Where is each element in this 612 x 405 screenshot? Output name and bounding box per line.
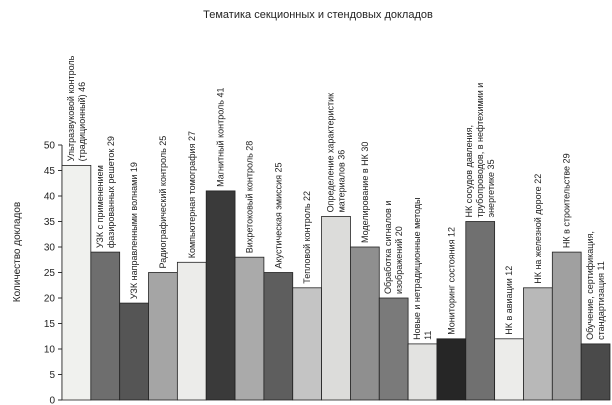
bar (90, 251, 121, 401)
bar-label: Определение характеристик (326, 93, 336, 213)
bar-label: НК в авиации 12 (504, 266, 514, 335)
bar-label: Вихретоковый контроль 28 (244, 141, 254, 254)
bar (292, 287, 322, 401)
bar-label: УЗК с применением (95, 165, 105, 248)
y-tick-label: 45 (44, 166, 56, 177)
y-tick-label: 35 (44, 217, 56, 228)
bar-labels: Ультразвуковой контроль (традиционный) 46… (66, 55, 606, 340)
bar-label: материалов 36 (337, 150, 347, 213)
bar-label: Компьютерная томография 27 (187, 131, 197, 258)
bar-label: Обучение, сертификация, (585, 231, 595, 340)
y-axis-label: Количество докладов (12, 202, 23, 302)
bar (205, 190, 236, 401)
bar (436, 338, 467, 401)
bar-label: Моделирование в НК 30 (360, 142, 370, 243)
bar-label: стандартизация 11 (596, 261, 606, 340)
bar-label: энергетике 35 (486, 159, 496, 217)
y-tick-label: 0 (49, 396, 55, 405)
bar (523, 287, 553, 401)
y-tick-label: 10 (44, 345, 56, 356)
bar-label: Мониторинг состояния 12 (446, 227, 456, 335)
bar (465, 221, 496, 401)
bar (234, 256, 265, 401)
bar (263, 272, 294, 401)
y-tick-label: 25 (44, 268, 56, 279)
bar-label: изображений 20 (394, 226, 404, 294)
y-axis: 0 5 10 15 20 25 30 35 40 45 50 (44, 141, 63, 405)
bar-label: Новые и нетрадиционные методы (412, 197, 422, 339)
bar (407, 343, 438, 401)
bar-label: трубопроводов, в нефтехимии и (475, 83, 485, 218)
bars (61, 164, 611, 401)
bar-label: фазированных решеток 29 (106, 136, 116, 248)
bar-label: (традиционный) 46 (77, 82, 87, 162)
y-tick-label: 5 (49, 370, 55, 381)
bar (119, 302, 149, 401)
bar (551, 251, 582, 401)
y-tick-label: 40 (44, 192, 56, 203)
bar-label: НК на железной дороге 22 (533, 174, 543, 284)
bar-label: Магнитный контроль 41 (216, 88, 226, 187)
bar-label: Обработка сигналов и (383, 201, 393, 294)
y-tick-label: 30 (44, 243, 56, 254)
bar-label: НК в строительстве 29 (562, 153, 572, 248)
y-tick-label: 15 (44, 319, 56, 330)
bar-label: Тепловой контроль 22 (302, 191, 312, 284)
bar-label: НК сосудов давления, (464, 125, 474, 218)
bar-label: УЗК направленными волнами 19 (129, 162, 139, 299)
bar-label: Ультразвуковой контроль (66, 55, 76, 161)
y-tick-label: 50 (44, 141, 56, 152)
bar (494, 338, 524, 401)
y-tick-label: 20 (44, 294, 56, 305)
bar-label: Радиографический контроль 25 (158, 136, 168, 269)
bar-label: Акустическая эмиссия 25 (273, 162, 283, 268)
bar (61, 164, 92, 401)
bar (321, 215, 351, 401)
bar (378, 297, 409, 401)
bar (148, 272, 178, 401)
chart-title: Тематика секционных и стендовых докладов (203, 9, 433, 21)
bar (580, 343, 611, 401)
bar (176, 261, 207, 401)
bar-label: 11 (423, 331, 433, 340)
bar (350, 246, 380, 401)
